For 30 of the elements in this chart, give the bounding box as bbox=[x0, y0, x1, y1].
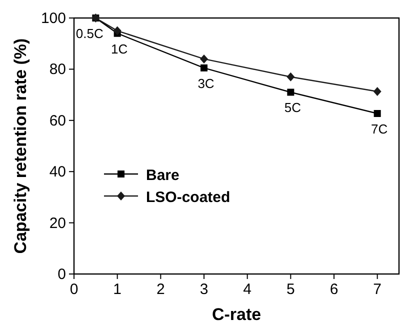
annotation: 5C bbox=[284, 100, 301, 116]
y-tick-label: 0 bbox=[58, 266, 66, 283]
point bbox=[113, 26, 122, 36]
legend-label: LSO-coated bbox=[146, 189, 230, 206]
x-tick-label: 3 bbox=[200, 281, 208, 298]
x-tick-label: 2 bbox=[156, 281, 165, 298]
point bbox=[200, 54, 208, 64]
point bbox=[287, 88, 294, 96]
y-tick-label: 40 bbox=[49, 164, 66, 181]
y-tick-label: 100 bbox=[40, 10, 66, 27]
annotation: 0.5C bbox=[76, 26, 104, 41]
x-axis-title: C-rate bbox=[212, 305, 262, 324]
annotation: 1C bbox=[111, 41, 128, 56]
y-tick-label: 60 bbox=[49, 112, 66, 130]
x-tick-label: 0 bbox=[70, 281, 78, 298]
x-tick-label: 4 bbox=[243, 281, 252, 298]
annotation: 7C bbox=[371, 121, 388, 136]
y-tick-label: 80 bbox=[49, 61, 66, 78]
legend-label: Bare bbox=[146, 167, 180, 184]
y-tick-label: 20 bbox=[49, 214, 66, 232]
x-tick-label: 6 bbox=[330, 281, 338, 298]
x-tick-label: 5 bbox=[286, 281, 295, 298]
y-axis-title: Capacity retention rate (%) bbox=[11, 38, 30, 254]
x-tick-label: 7 bbox=[373, 281, 382, 298]
x-tick-label: 1 bbox=[113, 281, 122, 298]
point bbox=[373, 86, 382, 96]
point bbox=[374, 110, 381, 117]
annotation: 3C bbox=[198, 76, 214, 91]
point bbox=[286, 72, 295, 82]
point bbox=[200, 64, 208, 72]
